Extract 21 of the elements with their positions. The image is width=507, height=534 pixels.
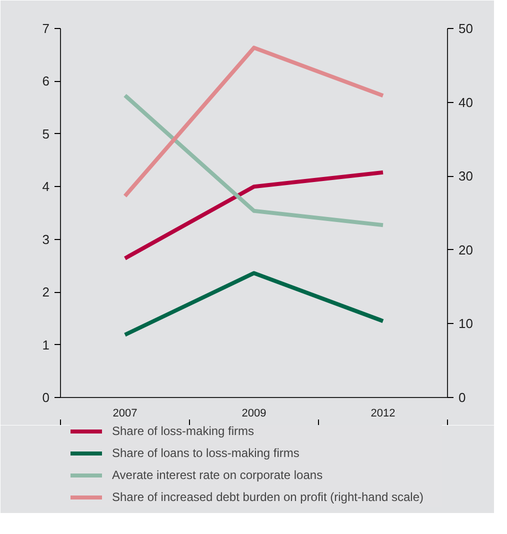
y2-tick-label: 20 [458, 242, 473, 258]
x-tick-label: 2012 [370, 408, 396, 420]
x-tick-label: 2007 [112, 408, 138, 420]
legend-label: Share of loss-making firms [112, 424, 256, 438]
y-tick-label: 5 [42, 126, 50, 142]
y-tick-label: 4 [42, 179, 50, 194]
y-tick-label: 2 [42, 284, 50, 300]
legend-label: Share of increased debt burden on profit (right-hand scale) [112, 490, 425, 504]
y-tick-label: 1 [42, 337, 50, 352]
y-tick-label: 3 [42, 232, 50, 247]
y2-tick-label: 0 [458, 390, 466, 405]
x-tick-label: 2009 [242, 408, 266, 420]
y-tick-label: 7 [42, 21, 50, 36]
y2-tick-label: 50 [458, 21, 473, 36]
y2-tick-label: 40 [458, 94, 473, 110]
y-tick-label: 6 [42, 74, 50, 89]
y2-tick-label: 30 [458, 168, 473, 184]
legend-label: Share of loans to loss-making firms [112, 446, 300, 460]
legend-label: Averate interest rate on corporate loans [112, 468, 324, 482]
y2-tick-label: 10 [458, 316, 473, 332]
y-tick-label: 0 [42, 390, 50, 405]
